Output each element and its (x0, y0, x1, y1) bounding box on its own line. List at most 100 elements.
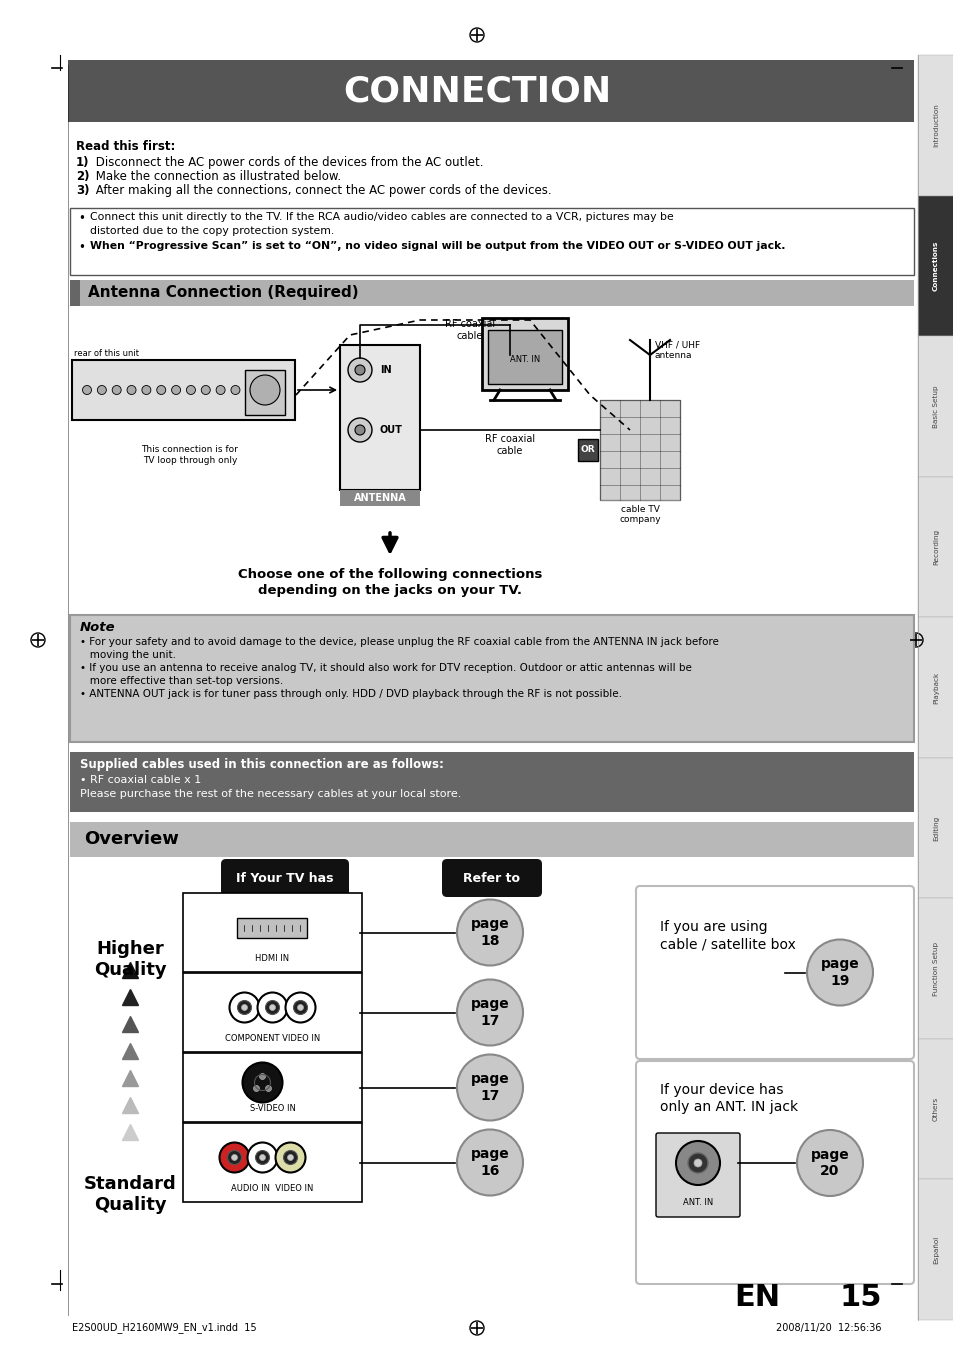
Text: OR: OR (580, 446, 595, 454)
Circle shape (259, 1074, 265, 1079)
Text: Connect this unit directly to the TV. If the RCA audio/video cables are connecte: Connect this unit directly to the TV. If… (90, 212, 673, 222)
FancyBboxPatch shape (70, 821, 913, 857)
FancyBboxPatch shape (917, 196, 953, 336)
Circle shape (172, 385, 180, 394)
Text: ANT. IN: ANT. IN (509, 355, 539, 363)
FancyBboxPatch shape (636, 1061, 913, 1283)
Text: VHF / UHF
antenna: VHF / UHF antenna (655, 340, 700, 359)
Text: RF coaxial
cable: RF coaxial cable (444, 319, 495, 340)
FancyBboxPatch shape (237, 917, 307, 938)
Text: Make the connection as illustrated below.: Make the connection as illustrated below… (91, 170, 341, 182)
Circle shape (253, 1085, 259, 1092)
Circle shape (237, 1001, 252, 1015)
Circle shape (219, 1143, 250, 1173)
Text: only an ANT. IN jack: only an ANT. IN jack (659, 1100, 798, 1115)
Circle shape (355, 365, 365, 376)
FancyBboxPatch shape (917, 758, 953, 898)
Text: 1): 1) (76, 155, 90, 169)
Circle shape (127, 385, 136, 394)
Text: Note: Note (80, 621, 115, 634)
Text: Disconnect the AC power cords of the devices from the AC outlet.: Disconnect the AC power cords of the dev… (91, 155, 483, 169)
Text: Function Setup: Function Setup (932, 942, 938, 996)
Text: page
17: page 17 (470, 1073, 509, 1102)
Text: 2): 2) (76, 170, 90, 182)
Text: RF coaxial
cable: RF coaxial cable (484, 434, 535, 455)
Circle shape (97, 385, 106, 394)
FancyBboxPatch shape (71, 359, 294, 420)
Text: depending on the jacks on your TV.: depending on the jacks on your TV. (257, 584, 521, 597)
FancyBboxPatch shape (917, 477, 953, 617)
Circle shape (186, 385, 195, 394)
Circle shape (285, 993, 315, 1023)
Text: Others: Others (932, 1097, 938, 1121)
Text: Supplied cables used in this connection are as follows:: Supplied cables used in this connection … (80, 758, 443, 771)
FancyBboxPatch shape (70, 280, 80, 305)
Text: Editing: Editing (932, 816, 938, 840)
Text: 3): 3) (76, 184, 90, 197)
Circle shape (348, 417, 372, 442)
FancyBboxPatch shape (636, 886, 913, 1059)
Circle shape (255, 1151, 269, 1165)
Circle shape (294, 1001, 307, 1015)
Circle shape (216, 385, 225, 394)
FancyBboxPatch shape (599, 400, 679, 500)
Text: When “Progressive Scan” is set to “ON”, no video signal will be output from the : When “Progressive Scan” is set to “ON”, … (90, 240, 784, 251)
Text: distorted due to the copy protection system.: distorted due to the copy protection sys… (90, 226, 334, 236)
FancyBboxPatch shape (183, 1123, 361, 1202)
FancyBboxPatch shape (917, 898, 953, 1039)
Circle shape (156, 385, 166, 394)
Circle shape (456, 1129, 522, 1196)
Text: Please purchase the rest of the necessary cables at your local store.: Please purchase the rest of the necessar… (80, 789, 461, 798)
Circle shape (232, 1155, 237, 1161)
FancyBboxPatch shape (70, 280, 913, 305)
Circle shape (283, 1151, 297, 1165)
FancyBboxPatch shape (917, 336, 953, 477)
Text: Basic Setup: Basic Setup (932, 385, 938, 428)
FancyBboxPatch shape (917, 1179, 953, 1320)
Text: HDMI IN: HDMI IN (255, 954, 290, 963)
Circle shape (287, 1155, 294, 1161)
Circle shape (260, 385, 270, 394)
Text: page
19: page 19 (820, 958, 859, 988)
Circle shape (796, 1129, 862, 1196)
Text: Español: Español (932, 1236, 938, 1263)
Text: 15: 15 (840, 1283, 882, 1313)
Circle shape (259, 1155, 265, 1161)
Circle shape (247, 1143, 277, 1173)
Text: Choose one of the following connections: Choose one of the following connections (237, 567, 541, 581)
Text: If Your TV has: If Your TV has (236, 871, 334, 885)
Text: AUDIO IN  VIDEO IN: AUDIO IN VIDEO IN (231, 1183, 314, 1193)
Circle shape (275, 385, 284, 394)
FancyBboxPatch shape (183, 1052, 361, 1121)
FancyBboxPatch shape (917, 55, 953, 196)
Text: Introduction: Introduction (932, 104, 938, 147)
FancyBboxPatch shape (441, 859, 541, 897)
Text: OUT: OUT (379, 426, 402, 435)
Circle shape (230, 993, 259, 1023)
FancyBboxPatch shape (245, 370, 285, 415)
FancyBboxPatch shape (488, 330, 561, 384)
Text: page
17: page 17 (470, 997, 509, 1028)
Text: page
18: page 18 (470, 917, 509, 947)
Text: IN: IN (379, 365, 392, 376)
FancyBboxPatch shape (481, 317, 567, 390)
Text: E2S00UD_H2160MW9_EN_v1.indd  15: E2S00UD_H2160MW9_EN_v1.indd 15 (71, 1323, 256, 1333)
FancyBboxPatch shape (578, 439, 598, 461)
Text: Read this first:: Read this first: (76, 141, 175, 153)
Circle shape (693, 1159, 701, 1167)
Circle shape (348, 358, 372, 382)
Text: page
16: page 16 (470, 1147, 509, 1178)
FancyBboxPatch shape (70, 615, 913, 742)
Text: • ANTENNA OUT jack is for tuner pass through only. HDD / DVD playback through th: • ANTENNA OUT jack is for tuner pass thr… (80, 689, 621, 698)
Text: Higher
Quality: Higher Quality (93, 940, 166, 979)
Circle shape (112, 385, 121, 394)
Circle shape (201, 385, 210, 394)
Circle shape (242, 1062, 282, 1102)
Text: If you are using: If you are using (659, 920, 767, 934)
Circle shape (231, 385, 240, 394)
FancyBboxPatch shape (917, 1039, 953, 1179)
Text: Connections: Connections (932, 240, 938, 290)
Text: moving the unit.: moving the unit. (80, 650, 175, 661)
Text: Recording: Recording (932, 528, 938, 565)
Circle shape (227, 1151, 241, 1165)
